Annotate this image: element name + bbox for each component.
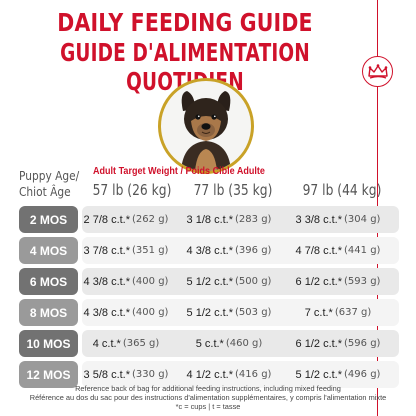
table-cell: 4 3/8 c.t.* (396 g) xyxy=(183,237,275,264)
cell-grams: (460 g) xyxy=(225,338,263,349)
cell-amount: 6 1/2 c.t.* xyxy=(295,275,343,288)
cell-amount: 5 1/2 c.t.* xyxy=(186,306,234,319)
cell-grams: (351 g) xyxy=(132,245,169,256)
cell-amount: 4 c.t.* xyxy=(92,337,121,350)
cell-amount: 4 1/2 c.t.* xyxy=(186,368,234,381)
weight-header: Adult Target Weight / Poids Cible Adulte xyxy=(93,165,265,177)
cell-amount: 3 1/8 c.t.* xyxy=(186,213,234,226)
table-cell: 5 1/2 c.t.* (500 g) xyxy=(183,268,275,295)
cell-grams: (365 g) xyxy=(122,338,160,349)
puppy-photo xyxy=(158,78,254,174)
cell-grams: (330 g) xyxy=(132,369,169,380)
cell-grams: (596 g) xyxy=(344,338,381,349)
row-age-label: 12 MOS xyxy=(19,361,78,388)
cell-amount: 6 1/2 c.t.* xyxy=(295,337,343,350)
table-cell: 2 7/8 c.t.* (262 g) xyxy=(80,206,172,233)
title-english: DAILY FEEDING GUIDE xyxy=(57,8,313,37)
age-header-line1: Puppy Age/ xyxy=(19,168,80,183)
table-cell: 3 5/8 c.t.* (330 g) xyxy=(80,361,172,388)
column-header-97lb: 97 lb (44 kg) xyxy=(302,181,382,199)
table-cell: 6 1/2 c.t.* (593 g) xyxy=(292,268,384,295)
table-row xyxy=(82,299,399,326)
footnote-units: *c = cups | t = tasse xyxy=(175,402,241,411)
cell-amount: 7 c.t.* xyxy=(304,306,333,319)
footnote-french: Référence au dos du sac pour des instruc… xyxy=(29,393,387,402)
table-row xyxy=(82,237,399,264)
row-age-label: 4 MOS xyxy=(19,237,78,264)
column-header-57lb: 57 lb (26 kg) xyxy=(92,181,172,199)
row-age-label: 2 MOS xyxy=(19,206,78,233)
cell-grams: (396 g) xyxy=(235,245,272,256)
table-row xyxy=(82,330,399,357)
cell-amount: 5 1/2 c.t.* xyxy=(295,368,343,381)
cell-amount: 4 3/8 c.t.* xyxy=(186,244,234,257)
table-cell: 5 1/2 c.t.* (503 g) xyxy=(183,299,275,326)
table-cell: 4 3/8 c.t.* (400 g) xyxy=(80,299,172,326)
cell-amount: 3 7/8 c.t.* xyxy=(83,244,131,257)
table-cell: 4 7/8 c.t.* (441 g) xyxy=(292,237,384,264)
table-row xyxy=(82,206,399,233)
table-cell: 4 c.t.* (365 g) xyxy=(80,330,172,357)
table-row xyxy=(82,361,399,388)
row-age-label: 8 MOS xyxy=(19,299,78,326)
cell-amount: 3 5/8 c.t.* xyxy=(83,368,131,381)
table-cell: 3 7/8 c.t.* (351 g) xyxy=(80,237,172,264)
table-cell: 4 1/2 c.t.* (416 g) xyxy=(183,361,275,388)
cell-amount: 4 3/8 c.t.* xyxy=(83,306,131,319)
table-cell: 5 1/2 c.t.* (496 g) xyxy=(292,361,384,388)
table-cell: 5 c.t.* (460 g) xyxy=(183,330,275,357)
cell-grams: (283 g) xyxy=(235,214,272,225)
cell-grams: (416 g) xyxy=(235,369,272,380)
table-cell: 7 c.t.* (637 g) xyxy=(292,299,384,326)
table-cell: 4 3/8 c.t.* (400 g) xyxy=(80,268,172,295)
cell-grams: (400 g) xyxy=(132,276,169,287)
table-row xyxy=(82,268,399,295)
table-cell: 3 1/8 c.t.* (283 g) xyxy=(183,206,275,233)
cell-amount: 3 3/8 c.t.* xyxy=(295,213,343,226)
table-cell: 6 1/2 c.t.* (596 g) xyxy=(292,330,384,357)
cell-amount: 4 3/8 c.t.* xyxy=(83,275,131,288)
cell-grams: (262 g) xyxy=(132,214,169,225)
cell-amount: 5 c.t.* xyxy=(195,337,224,350)
cell-grams: (593 g) xyxy=(344,276,381,287)
cell-grams: (500 g) xyxy=(235,276,272,287)
cell-grams: (441 g) xyxy=(344,245,381,256)
royal-canin-crown-icon xyxy=(362,56,393,87)
age-header-line2: Chiot Âge xyxy=(19,184,71,199)
cell-amount: 2 7/8 c.t.* xyxy=(83,213,131,226)
row-age-label: 6 MOS xyxy=(19,268,78,295)
row-age-label: 10 MOS xyxy=(19,330,78,357)
cell-grams: (637 g) xyxy=(334,307,372,318)
cell-grams: (503 g) xyxy=(235,307,272,318)
footnote-english: Reference back of bag for additional fee… xyxy=(75,384,341,393)
table-cell: 3 3/8 c.t.* (304 g) xyxy=(292,206,384,233)
cell-grams: (496 g) xyxy=(344,369,381,380)
cell-amount: 5 1/2 c.t.* xyxy=(186,275,234,288)
cell-amount: 4 7/8 c.t.* xyxy=(295,244,343,257)
cell-grams: (304 g) xyxy=(344,214,381,225)
column-header-77lb: 77 lb (35 kg) xyxy=(193,181,273,199)
cell-grams: (400 g) xyxy=(132,307,169,318)
